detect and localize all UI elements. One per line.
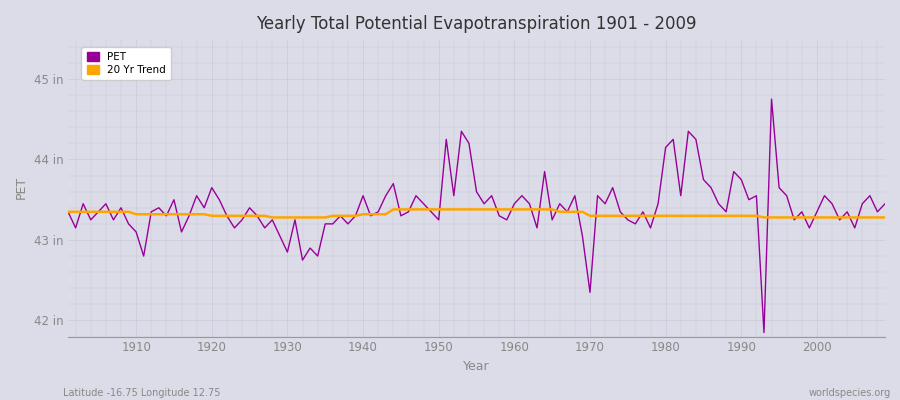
Text: Latitude -16.75 Longitude 12.75: Latitude -16.75 Longitude 12.75 (63, 388, 220, 398)
X-axis label: Year: Year (464, 360, 490, 373)
Text: worldspecies.org: worldspecies.org (809, 388, 891, 398)
Legend: PET, 20 Yr Trend: PET, 20 Yr Trend (81, 47, 171, 80)
Y-axis label: PET: PET (15, 176, 28, 199)
Title: Yearly Total Potential Evapotranspiration 1901 - 2009: Yearly Total Potential Evapotranspiratio… (256, 15, 697, 33)
